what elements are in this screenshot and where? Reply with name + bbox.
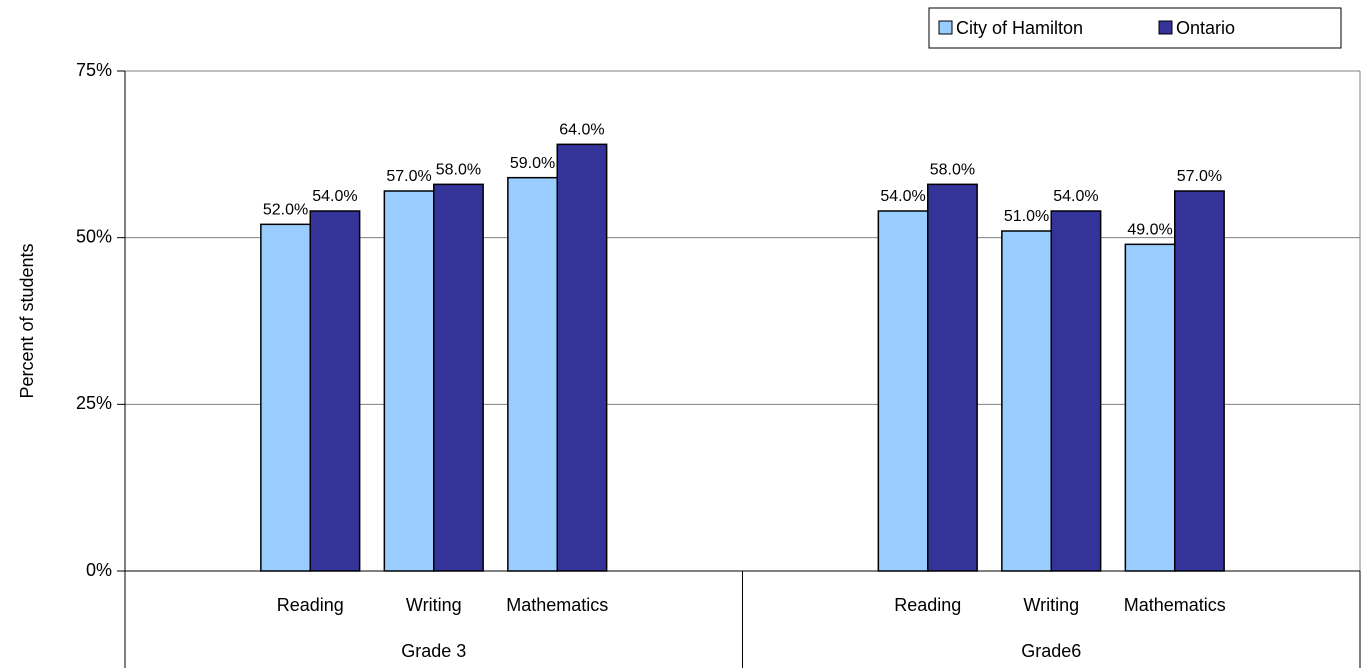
bar: [1174, 190, 1225, 572]
bar: [556, 143, 608, 572]
value-label: 52.0%: [263, 202, 308, 219]
bar: [433, 183, 484, 572]
legend-label: Ontario: [1176, 18, 1235, 38]
value-label: 59.0%: [510, 155, 555, 172]
y-axis-title: Percent of students: [17, 243, 37, 398]
legend-swatch: [1158, 20, 1173, 35]
x-tick-label: Writing: [1023, 595, 1079, 615]
value-label: 58.0%: [930, 162, 975, 179]
x-tick-label: Writing: [406, 595, 462, 615]
bar: [1124, 243, 1176, 572]
bar: [927, 183, 978, 572]
value-label: 54.0%: [880, 188, 925, 205]
value-label: 57.0%: [1177, 168, 1222, 185]
legend-box: [928, 7, 1342, 49]
x-tick-label: Reading: [277, 595, 344, 615]
value-label: 54.0%: [1053, 188, 1098, 205]
bar: [383, 190, 435, 572]
group-label: Grade6: [1021, 641, 1081, 661]
bar: [1050, 210, 1102, 572]
legend-swatch: [938, 20, 953, 35]
value-label: 64.0%: [559, 122, 604, 139]
bar: [260, 223, 312, 572]
value-label: 57.0%: [386, 168, 431, 185]
group-label: Grade 3: [401, 641, 466, 661]
x-tick-label: Reading: [894, 595, 961, 615]
y-tick-label: 75%: [76, 60, 112, 80]
y-tick-label: 50%: [76, 226, 112, 246]
x-tick-label: Mathematics: [506, 595, 608, 615]
x-tick-label: Mathematics: [1124, 595, 1226, 615]
value-label: 54.0%: [312, 188, 357, 205]
value-label: 58.0%: [436, 162, 481, 179]
legend-label: City of Hamilton: [956, 18, 1083, 38]
y-tick-label: 0%: [86, 560, 112, 580]
y-tick-label: 25%: [76, 393, 112, 413]
value-label: 51.0%: [1004, 208, 1049, 225]
bar: [1001, 230, 1052, 572]
bar: [877, 210, 929, 572]
bar: [507, 176, 559, 572]
bar: [309, 210, 361, 572]
value-label: 49.0%: [1127, 222, 1172, 239]
